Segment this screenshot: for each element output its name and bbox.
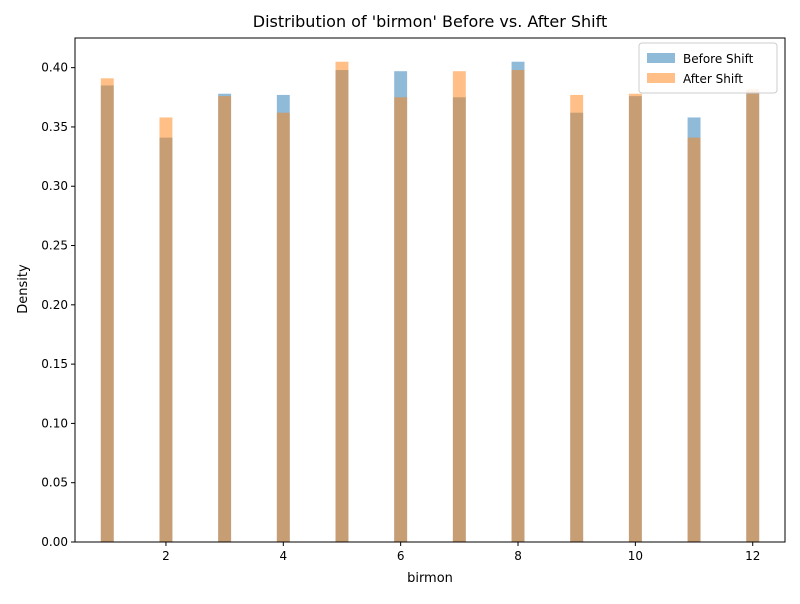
legend-label-series1: Before Shift: [683, 52, 754, 66]
bar-series2-x12: [746, 88, 760, 542]
bar-series2-x5: [335, 61, 349, 542]
x-tick-label: 10: [628, 549, 643, 563]
y-tick-label: 0.20: [41, 298, 68, 312]
bar-series2-x2: [159, 117, 173, 543]
x-axis-label: birmon: [407, 571, 453, 586]
legend-swatch-series2: [647, 73, 675, 83]
bar-series2-x9: [570, 94, 584, 542]
bar-series2-x1: [100, 78, 114, 542]
y-tick-label: 0.15: [41, 357, 68, 371]
bar-series2-x8: [511, 70, 525, 542]
y-axis-ticks: 0.00 0.05 0.10 0.15 0.20 0.25 0.30 0.35 0.40: [41, 61, 75, 549]
x-tick-label: 8: [514, 549, 522, 563]
x-tick-label: 6: [397, 549, 405, 563]
plot-frame: [74, 37, 786, 543]
y-tick-label: 0.25: [41, 239, 68, 253]
y-axis-label: Density: [16, 264, 31, 314]
bars-group: [100, 61, 760, 543]
legend-label-series2: After Shift: [683, 72, 743, 86]
legend: Before Shift After Shift: [638, 42, 778, 94]
y-tick-label: 0.35: [41, 120, 68, 134]
y-tick-label: 0.05: [41, 476, 68, 490]
legend-swatch-series1: [647, 53, 675, 63]
y-tick-label: 0.10: [41, 416, 68, 430]
bar-series2-x6: [394, 97, 408, 542]
x-axis-ticks: 2 4 6 8 10 12: [162, 542, 760, 563]
bar-series2-x10: [628, 93, 642, 542]
bar-series2-x3: [218, 96, 232, 542]
y-tick-label: 0.30: [41, 179, 68, 193]
bar-series2-x11: [687, 137, 701, 542]
x-tick-label: 12: [745, 549, 760, 563]
bar-series2-x7: [452, 71, 466, 542]
y-tick-label: 0.00: [41, 535, 68, 549]
x-tick-label: 2: [162, 549, 170, 563]
chart-title: Distribution of 'birmon' Before vs. Afte…: [253, 12, 607, 31]
y-tick-label: 0.40: [41, 61, 68, 75]
bar-series2-x4: [276, 112, 290, 543]
x-tick-label: 4: [279, 549, 287, 563]
